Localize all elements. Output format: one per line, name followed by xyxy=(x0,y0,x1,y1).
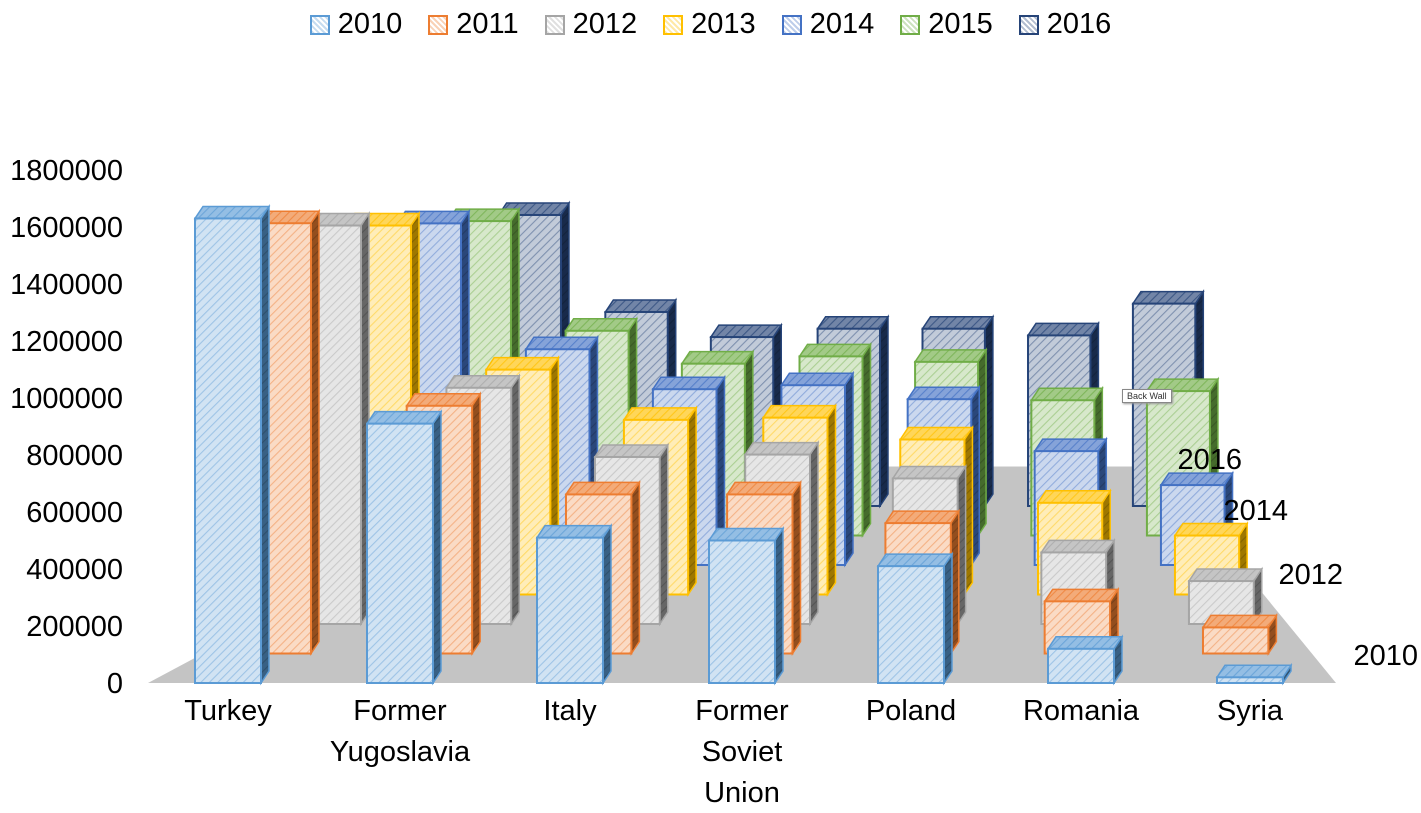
x-tick-label: Syria xyxy=(1217,695,1284,727)
bar xyxy=(1215,662,1293,686)
x-tick-label: Former xyxy=(695,695,789,727)
y-tick-label: 1800000 xyxy=(10,155,123,187)
x-tick-label: Turkey xyxy=(184,695,272,727)
x-tick-label: Yugoslavia xyxy=(330,736,471,768)
bar xyxy=(193,203,271,686)
bar xyxy=(535,523,613,686)
bar xyxy=(876,551,954,686)
legend-swatch xyxy=(663,14,684,35)
y-tick-label: 1000000 xyxy=(10,383,123,415)
legend-label: 2011 xyxy=(456,8,519,40)
legend-item: 2011 xyxy=(428,8,519,41)
y-tick-label: 400000 xyxy=(26,554,123,586)
legend-item: 2015 xyxy=(900,8,993,41)
bars xyxy=(193,200,1293,686)
legend-label: 2010 xyxy=(337,8,403,40)
x-tick-label: Union xyxy=(704,777,780,809)
legend-item: 2012 xyxy=(544,8,638,41)
x-tick-label: Former xyxy=(353,695,447,727)
y-tick-label: 200000 xyxy=(26,611,123,643)
legend-item: 2013 xyxy=(663,8,756,41)
legend-swatch xyxy=(428,14,449,35)
legend-item: 2010 xyxy=(309,8,403,41)
legend-label: 2016 xyxy=(1046,8,1112,40)
legend: 2010 2011 2012 2013 2014 2015 2016 xyxy=(0,8,1421,41)
legend-swatch xyxy=(309,14,330,35)
y-tick-label: 600000 xyxy=(26,497,123,529)
y-tick-label: 0 xyxy=(107,668,123,700)
legend-label: 2015 xyxy=(928,8,993,40)
back-wall-tooltip: Back Wall xyxy=(1122,389,1172,403)
legend-label: 2014 xyxy=(809,8,875,40)
legend-swatch xyxy=(1018,14,1039,35)
y-tick-label: 1400000 xyxy=(10,269,123,301)
y-tick-label: 1600000 xyxy=(10,212,123,244)
depth-tick-label: 2014 xyxy=(1223,495,1288,527)
depth-tick-label: 2012 xyxy=(1278,559,1343,591)
y-tick-label: 800000 xyxy=(26,440,123,472)
x-tick-label: Poland xyxy=(866,695,956,727)
bar xyxy=(707,526,785,686)
y-axis: 0 200000 400000 600000 800000 1000000 1200000 1… xyxy=(10,155,123,700)
depth-axis: 2010 2012 2014 2016 xyxy=(1177,444,1418,672)
bar xyxy=(1201,612,1278,656)
legend-swatch xyxy=(781,14,802,35)
y-tick-label: 1200000 xyxy=(10,326,123,358)
x-axis: Turkey Former Yugoslavia Italy Former Soviet U… xyxy=(184,695,1284,809)
x-tick-label: Soviet xyxy=(702,736,783,768)
depth-tick-label: 2016 xyxy=(1177,444,1242,476)
bar xyxy=(365,409,443,686)
depth-tick-label: 2010 xyxy=(1353,640,1418,672)
legend-item: 2016 xyxy=(1018,8,1112,41)
legend-label: 2012 xyxy=(572,8,638,40)
legend-item: 2014 xyxy=(781,8,875,41)
x-tick-label: Romania xyxy=(1023,695,1140,727)
legend-swatch xyxy=(544,14,565,35)
x-tick-label: Italy xyxy=(543,695,597,727)
legend-label: 2013 xyxy=(691,8,756,40)
legend-swatch xyxy=(900,14,921,35)
bar xyxy=(1046,634,1124,686)
